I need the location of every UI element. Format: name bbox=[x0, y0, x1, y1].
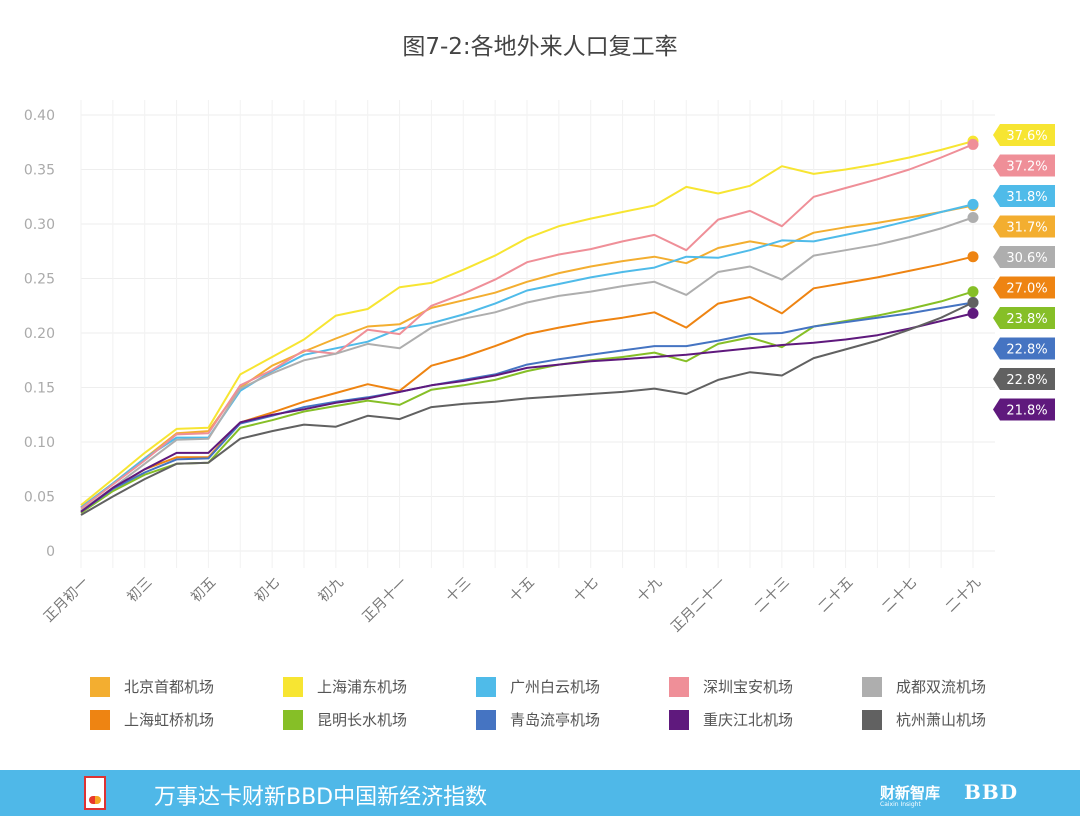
y-tick-label: 0.30 bbox=[24, 217, 55, 233]
end-value-tag: 27.0% bbox=[993, 277, 1055, 299]
end-value-label: 22.8% bbox=[1006, 373, 1047, 388]
x-tick-label: 初三 bbox=[124, 574, 156, 606]
legend-item: 上海浦东机场 bbox=[283, 676, 476, 697]
x-tick-label: 二十七 bbox=[879, 575, 920, 616]
line-chart: 图7-2:各地外来人口复工率 0 0.05 0.10 0.15 0.20 0.25 0.30… bbox=[0, 0, 1080, 770]
end-value-tags: 37.6% 37.2% 31.8% 31.7% 30.6% 27.0% 23.8% 22.8%… bbox=[993, 124, 1055, 421]
x-axis-ticks: 正月初一 初三 初五 初七 初九 正月十一 十三 十五 十七 十九 正月二十一 二十三 二十五 二十七 二十… bbox=[40, 574, 984, 636]
legend-label: 广州白云机场 bbox=[510, 676, 600, 697]
x-tick-label: 初九 bbox=[315, 574, 347, 606]
end-value-label: 21.8% bbox=[1006, 404, 1047, 419]
y-tick-label: 0 bbox=[46, 544, 55, 560]
legend-label: 深圳宝安机场 bbox=[703, 676, 793, 697]
legend: 北京首都机场 上海浦东机场 广州白云机场 深圳宝安机场 成都双流机场上海虹桥机场 昆明长水… bbox=[90, 676, 1050, 730]
caixin-insight-name: 财新智库 bbox=[880, 784, 940, 802]
legend-label: 杭州萧山机场 bbox=[896, 709, 986, 730]
x-tick-label: 二十九 bbox=[943, 575, 984, 616]
end-value-label: 31.7% bbox=[1006, 221, 1047, 236]
end-value-tag: 31.8% bbox=[993, 185, 1055, 207]
end-value-label: 23.8% bbox=[1006, 312, 1047, 327]
legend-swatch bbox=[476, 710, 496, 730]
legend-swatch bbox=[283, 710, 303, 730]
y-tick-label: 0.20 bbox=[24, 326, 55, 342]
y-tick-label: 0.40 bbox=[24, 108, 55, 124]
legend-swatch bbox=[283, 677, 303, 697]
end-value-label: 22.8% bbox=[1006, 343, 1047, 358]
series-end-marker bbox=[968, 297, 979, 308]
bbd-logo: BBD bbox=[964, 780, 1018, 804]
x-tick-label: 二十五 bbox=[815, 575, 856, 616]
legend-label: 重庆江北机场 bbox=[703, 709, 793, 730]
footer-bar: 万事达卡财新BBD中国新经济指数 财新智库 Caixin Insight BBD bbox=[0, 770, 1080, 816]
legend-item: 青岛流亭机场 bbox=[476, 709, 669, 730]
end-value-tag: 22.8% bbox=[993, 368, 1055, 390]
end-value-tag: 37.2% bbox=[993, 155, 1055, 177]
grid bbox=[81, 100, 995, 568]
end-value-tag: 23.8% bbox=[993, 307, 1055, 329]
x-tick-label: 二十三 bbox=[752, 575, 793, 616]
end-value-label: 37.6% bbox=[1006, 129, 1047, 144]
footer-title: 万事达卡财新BBD中国新经济指数 bbox=[154, 779, 487, 811]
legend-item: 广州白云机场 bbox=[476, 676, 669, 697]
legend-label: 青岛流亭机场 bbox=[510, 709, 600, 730]
series-end-marker bbox=[968, 251, 979, 262]
end-value-label: 37.2% bbox=[1006, 160, 1047, 175]
series-end-marker bbox=[968, 308, 979, 319]
legend-item: 杭州萧山机场 bbox=[862, 709, 1055, 730]
legend-item: 深圳宝安机场 bbox=[669, 676, 862, 697]
end-value-tag: 30.6% bbox=[993, 246, 1055, 268]
series-end-marker bbox=[968, 212, 979, 223]
end-value-tag: 21.8% bbox=[993, 399, 1055, 421]
series-end-marker bbox=[968, 199, 979, 210]
x-tick-label: 初七 bbox=[251, 574, 283, 606]
x-tick-label: 十五 bbox=[507, 575, 538, 606]
x-tick-label: 十七 bbox=[570, 575, 601, 606]
legend-label: 上海虹桥机场 bbox=[124, 709, 214, 730]
y-tick-label: 0.35 bbox=[24, 163, 55, 179]
legend-swatch bbox=[862, 710, 882, 730]
caixin-insight-logo: 财新智库 Caixin Insight bbox=[880, 782, 940, 808]
legend-item: 上海虹桥机场 bbox=[90, 709, 283, 730]
end-value-tag: 31.7% bbox=[993, 216, 1055, 238]
x-tick-label: 正月初一 bbox=[40, 574, 92, 626]
series-lines bbox=[81, 136, 979, 515]
x-tick-label: 十三 bbox=[443, 575, 474, 606]
y-tick-label: 0.15 bbox=[24, 381, 55, 397]
legend-item: 成都双流机场 bbox=[862, 676, 1055, 697]
legend-swatch bbox=[90, 677, 110, 697]
y-tick-label: 0.05 bbox=[24, 490, 55, 506]
end-value-tag: 37.6% bbox=[993, 124, 1055, 146]
legend-swatch bbox=[669, 677, 689, 697]
legend-item: 重庆江北机场 bbox=[669, 709, 862, 730]
legend-swatch bbox=[669, 710, 689, 730]
legend-label: 上海浦东机场 bbox=[317, 676, 407, 697]
x-tick-label: 正月二十一 bbox=[668, 575, 729, 636]
legend-swatch bbox=[90, 710, 110, 730]
end-value-label: 30.6% bbox=[1006, 251, 1047, 266]
legend-swatch bbox=[862, 677, 882, 697]
legend-item: 北京首都机场 bbox=[90, 676, 283, 697]
series-end-marker bbox=[968, 286, 979, 297]
y-tick-label: 0.10 bbox=[24, 435, 55, 451]
x-tick-label: 初五 bbox=[187, 574, 219, 606]
legend-label: 北京首都机场 bbox=[124, 676, 214, 697]
mastercard-logo-icon bbox=[84, 776, 106, 810]
x-tick-label: 正月十一 bbox=[359, 575, 410, 626]
caixin-insight-sub: Caixin Insight bbox=[880, 801, 940, 808]
y-axis-ticks: 0 0.05 0.10 0.15 0.20 0.25 0.30 0.35 0.40 bbox=[24, 108, 55, 560]
end-value-label: 27.0% bbox=[1006, 282, 1047, 297]
x-tick-label: 十九 bbox=[634, 575, 665, 606]
y-tick-label: 0.25 bbox=[24, 272, 55, 288]
legend-swatch bbox=[476, 677, 496, 697]
series-end-marker bbox=[968, 139, 979, 150]
end-value-label: 31.8% bbox=[1006, 190, 1047, 205]
legend-label: 成都双流机场 bbox=[896, 676, 986, 697]
legend-label: 昆明长水机场 bbox=[317, 709, 407, 730]
end-value-tag: 22.8% bbox=[993, 338, 1055, 360]
chart-title: 图7-2:各地外来人口复工率 bbox=[402, 34, 677, 60]
legend-item: 昆明长水机场 bbox=[283, 709, 476, 730]
